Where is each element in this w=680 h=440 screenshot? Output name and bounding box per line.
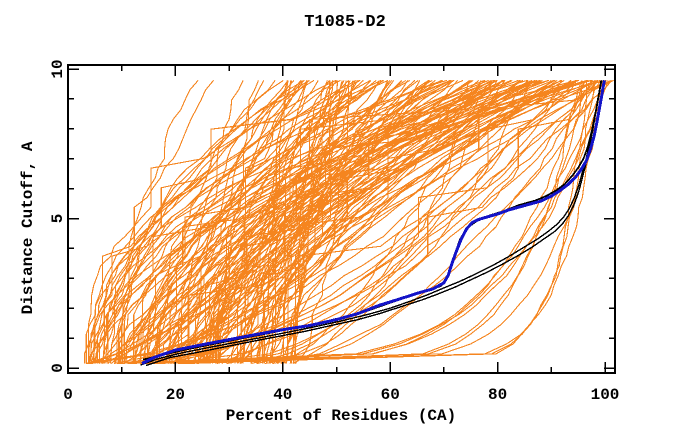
y-tick-label: 10 <box>49 59 67 78</box>
server-model-curve <box>161 80 598 365</box>
axes-frame-and-ticks <box>67 64 616 374</box>
server-model-curve <box>93 79 452 364</box>
server-model-curve <box>117 79 284 364</box>
server-model-curve <box>292 80 343 364</box>
server-model-curve <box>158 79 489 364</box>
server-model-curve <box>211 79 596 364</box>
x-tick-label: 80 <box>488 386 507 404</box>
server-model-curve <box>237 80 289 364</box>
server-model-curve <box>264 80 602 365</box>
server-model-curve <box>158 80 609 365</box>
server-model-curve <box>240 80 393 364</box>
server-model-curve <box>144 79 541 364</box>
server-model-curve <box>171 80 309 364</box>
server-model-curve <box>98 79 492 364</box>
server-model-curve <box>266 79 579 364</box>
server-model-curve <box>133 79 537 364</box>
server-model-curve <box>170 80 597 365</box>
x-tick-label: 20 <box>166 386 185 404</box>
server-model-curve <box>117 80 613 365</box>
server-model-curve <box>148 79 571 365</box>
server-model-curve <box>269 79 543 364</box>
server-model-curve <box>169 79 588 364</box>
server-model-curve <box>151 79 589 364</box>
server-model-curve <box>256 79 556 364</box>
server-model-curve <box>188 79 364 364</box>
server-model-curve <box>187 80 583 365</box>
server-model-curve <box>148 79 549 364</box>
x-tick-label: 60 <box>381 386 400 404</box>
chart-title: T1085-D2 <box>304 13 386 32</box>
server-model-curve <box>146 79 572 364</box>
server-model-curve <box>200 79 492 364</box>
server-model-curve <box>106 79 357 364</box>
server-model-curve <box>216 80 599 365</box>
server-model-curve <box>292 80 498 364</box>
server-model-curve <box>276 80 333 364</box>
tick-labels: 0 20 40 60 80 100 0 5 10 <box>49 59 619 404</box>
server-model-curve <box>107 79 315 364</box>
server-model-curve <box>207 79 464 364</box>
reference-model-black-lower-a <box>140 80 603 366</box>
server-model-curve <box>283 80 345 364</box>
server-model-curve <box>88 79 549 364</box>
server-model-curve <box>159 80 295 364</box>
server-model-curve <box>191 79 504 364</box>
server-model-curve <box>139 79 443 364</box>
highlighted-model-curves <box>140 80 606 367</box>
model-highlight-blue <box>141 80 606 365</box>
y-tick-label: 0 <box>49 363 67 373</box>
server-model-curve <box>150 80 583 365</box>
server-model-curve <box>187 79 419 364</box>
server-model-curve <box>240 79 504 364</box>
server-model-curve <box>272 80 598 365</box>
server-model-curve <box>285 79 565 364</box>
y-tick-label: 5 <box>49 214 67 224</box>
server-model-curve <box>123 79 371 364</box>
x-axis-label: Percent of Residues (CA) <box>226 407 456 425</box>
x-tick-label: 100 <box>591 386 620 404</box>
server-model-curve <box>231 80 431 364</box>
server-model-curve <box>294 80 409 364</box>
x-tick-label: 40 <box>273 386 292 404</box>
server-model-curve <box>134 80 304 364</box>
server-model-curve <box>116 80 604 365</box>
server-model-curve <box>194 80 288 364</box>
server-model-curve <box>163 79 533 364</box>
server-model-curve <box>90 79 361 364</box>
server-model-curve <box>156 79 485 364</box>
server-model-curve <box>218 79 453 364</box>
server-model-curve <box>114 79 563 364</box>
server-model-curve <box>146 80 595 365</box>
server-model-curve <box>94 80 214 364</box>
x-tick-label: 0 <box>63 386 73 404</box>
server-model-curve <box>236 79 451 364</box>
y-axis-label: Distance Cutoff, A <box>19 141 37 314</box>
server-model-curve <box>294 80 349 364</box>
server-model-curve <box>105 79 578 364</box>
server-model-curve <box>129 80 607 365</box>
server-model-curve <box>280 80 494 364</box>
server-model-curve <box>173 80 577 365</box>
server-model-curve <box>87 79 337 364</box>
server-model-curve <box>218 80 403 364</box>
